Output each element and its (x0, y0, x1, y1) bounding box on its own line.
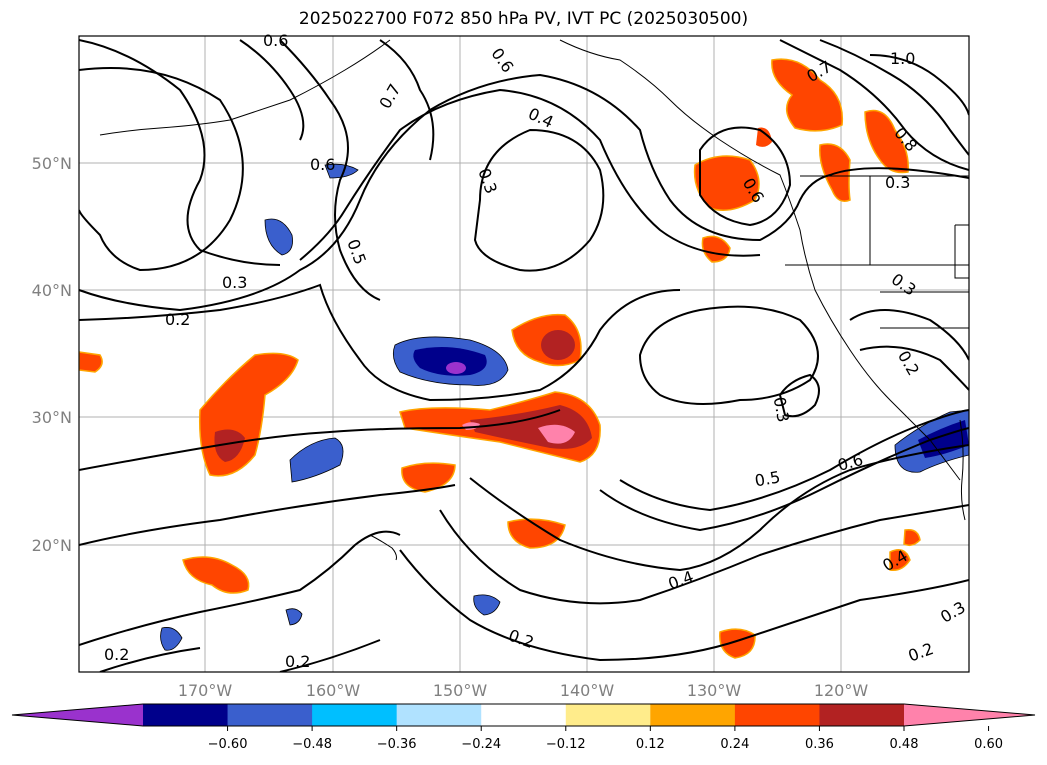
colorbar-tick-label: 0.60 (974, 737, 1003, 752)
colorbar-cell (819, 704, 905, 726)
contour-label: 0.2 (285, 652, 310, 671)
contour-label: 0.5 (753, 467, 781, 490)
colorbar-tick-label: 0.24 (720, 737, 749, 752)
colorbar-tick-label: −0.48 (292, 737, 332, 752)
lon-tick-label: 140°W (560, 681, 615, 700)
latitude-axis: 50°N 40°N 30°N 20°N (32, 154, 72, 555)
contour-label: 1.0 (890, 49, 915, 68)
colorbar-tick-label: −0.24 (461, 737, 501, 752)
colorbar-tick-label: −0.36 (377, 737, 417, 752)
colorbar-right-extension (904, 704, 1035, 726)
colorbar-tick-label: −0.12 (546, 737, 586, 752)
colorbar-cell (312, 704, 398, 726)
lon-tick-label: 120°W (814, 681, 869, 700)
colorbar-cell (396, 704, 482, 726)
lon-tick-label: 130°W (687, 681, 742, 700)
lon-tick-label: 170°W (178, 681, 233, 700)
lat-tick-label: 50°N (32, 154, 72, 173)
ivt-contours (79, 39, 969, 672)
colorbar-tick-label: 0.12 (636, 737, 665, 752)
colorbar-cell (734, 704, 820, 726)
contour-label: 0.3 (770, 395, 793, 423)
colorbar-tick-label: 0.48 (890, 737, 919, 752)
lat-tick-label: 20°N (32, 536, 72, 555)
lat-tick-label: 40°N (32, 281, 72, 300)
colorbar: −0.60 −0.48 −0.36 −0.24 −0.12 0.12 0.24 0.36 0.4… (11, 703, 1036, 752)
pv-shading (79, 58, 969, 659)
lon-tick-label: 160°W (306, 681, 361, 700)
lat-tick-label: 30°N (32, 408, 72, 427)
colorbar-tick-label: −0.60 (208, 737, 248, 752)
map-frame (78, 35, 970, 673)
contour-label: 0.3 (222, 273, 247, 292)
contour-label: 0.6 (310, 155, 335, 174)
contour-label: 0.2 (104, 645, 129, 664)
colorbar-cell (227, 704, 313, 726)
colorbar-cell (565, 704, 651, 726)
map-title: 2025022700 F072 850 hPa PV, IVT PC (2025… (298, 9, 749, 29)
coastlines (99, 39, 969, 561)
contour-label: 0.6 (263, 31, 288, 50)
colorbar-cell (650, 704, 736, 726)
contour-label: 0.2 (165, 310, 190, 329)
colorbar-left-extension (12, 704, 143, 726)
colorbar-tick-label: 0.36 (805, 737, 834, 752)
colorbar-cell (143, 704, 229, 726)
longitude-axis: 170°W 160°W 150°W 140°W 130°W 120°W (178, 681, 869, 700)
lon-tick-label: 150°W (433, 681, 488, 700)
colorbar-cell (481, 704, 567, 726)
contour-label: 0.3 (885, 173, 910, 192)
